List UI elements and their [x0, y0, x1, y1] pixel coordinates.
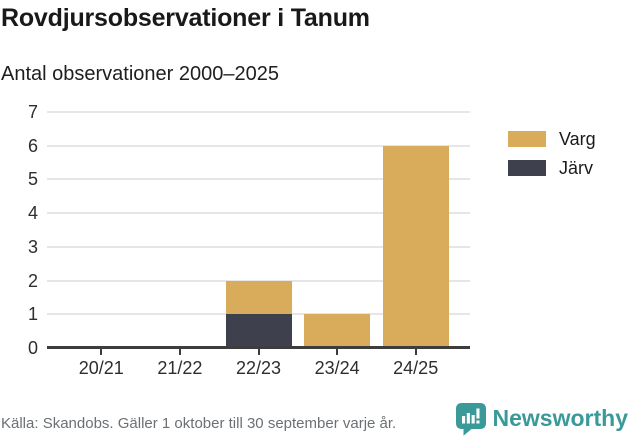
x-tick-label: 23/24	[314, 358, 360, 378]
bar-segment-jrv	[225, 314, 292, 348]
legend-swatch	[508, 160, 546, 176]
y-gridline	[47, 178, 470, 181]
chart-subtitle: Antal observationer 2000–2025	[1, 63, 279, 85]
x-tick	[336, 349, 339, 355]
legend-label: Järv	[559, 158, 594, 178]
legend-label: Varg	[559, 129, 596, 149]
x-tick-label: 22/23	[235, 358, 282, 378]
y-gridline	[47, 111, 470, 113]
x-tick	[178, 349, 181, 355]
newsworthy-wordmark: Newsworthy	[492, 404, 628, 431]
y-gridline	[47, 212, 470, 215]
x-tick	[100, 349, 103, 355]
page-title: Rovdjursobservationer i Tanum	[1, 4, 370, 32]
y-tick-label: 0	[27, 338, 38, 358]
bar-segment-varg	[382, 145, 449, 348]
legend-item-jrv: Järv	[508, 159, 596, 177]
y-tick-label: 4	[27, 203, 38, 224]
bar-segment-varg	[304, 314, 371, 348]
y-tick-label: 1	[27, 304, 38, 325]
bar-chart-plot-area	[47, 111, 470, 355]
x-tick	[414, 349, 417, 355]
x-axis-line	[47, 346, 470, 349]
y-gridline	[47, 245, 470, 248]
y-gridline	[47, 279, 470, 282]
x-tick-label: 21/22	[157, 358, 203, 378]
bar-segment-varg	[225, 280, 292, 315]
legend-item-varg: Varg	[508, 130, 596, 148]
x-tick-label: 20/21	[78, 358, 124, 378]
y-tick-label: 7	[27, 102, 38, 122]
y-tick-label: 2	[27, 270, 38, 291]
legend-swatch	[508, 131, 546, 147]
newsworthy-logo: Newsworthy	[455, 403, 628, 436]
newsworthy-speech-bubble-chart-icon	[455, 403, 486, 436]
chart-footer: Källa: Skandobs. Gäller 1 oktober till 3…	[1, 403, 628, 436]
chart-legend: Varg Järv	[508, 130, 596, 177]
y-tick-label: 3	[27, 236, 38, 257]
x-tick	[257, 349, 260, 355]
y-tick-label: 6	[27, 135, 38, 156]
y-gridline	[47, 144, 470, 147]
x-tick-label: 24/25	[393, 358, 439, 378]
y-tick-label: 5	[27, 169, 38, 190]
source-note: Källa: Skandobs. Gäller 1 oktober till 3…	[1, 415, 397, 432]
